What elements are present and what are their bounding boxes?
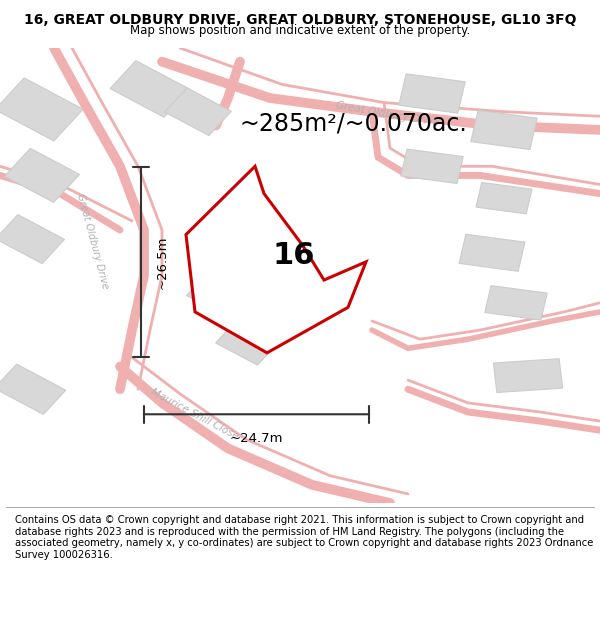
Polygon shape [0, 78, 83, 141]
Polygon shape [471, 110, 537, 149]
Polygon shape [493, 359, 563, 392]
Polygon shape [215, 322, 277, 365]
Text: 16, GREAT OLDBURY DRIVE, GREAT OLDBURY, STONEHOUSE, GL10 3FQ: 16, GREAT OLDBURY DRIVE, GREAT OLDBURY, … [24, 14, 576, 28]
Text: Contains OS data © Crown copyright and database right 2021. This information is : Contains OS data © Crown copyright and d… [15, 515, 593, 560]
Polygon shape [164, 88, 232, 136]
Text: ~24.7m: ~24.7m [230, 432, 283, 446]
Polygon shape [110, 61, 190, 118]
Polygon shape [0, 214, 65, 264]
Polygon shape [459, 234, 525, 271]
Polygon shape [485, 286, 547, 320]
Polygon shape [476, 182, 532, 214]
Text: ~26.5m: ~26.5m [156, 235, 169, 289]
Text: Great Oldbury Drive: Great Oldbury Drive [76, 192, 110, 290]
Polygon shape [5, 148, 79, 202]
Polygon shape [196, 206, 266, 254]
Polygon shape [187, 273, 251, 319]
Polygon shape [399, 74, 465, 113]
Text: ~285m²/~0.070ac.: ~285m²/~0.070ac. [240, 111, 468, 135]
Polygon shape [0, 364, 66, 414]
Text: Map shows position and indicative extent of the property.: Map shows position and indicative extent… [130, 24, 470, 38]
Polygon shape [186, 166, 366, 353]
Text: 16: 16 [273, 241, 315, 269]
Text: Maurice Shill Close: Maurice Shill Close [149, 387, 241, 442]
Polygon shape [401, 149, 463, 184]
Text: Great Oldbury Drive: Great Oldbury Drive [335, 100, 439, 128]
